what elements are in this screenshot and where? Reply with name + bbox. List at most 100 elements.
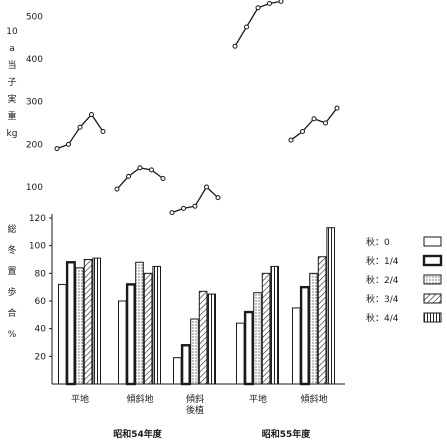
top-y-label-char: kg [7,129,18,139]
bar [317,256,327,385]
top-y-label-char: 子 [7,77,16,88]
bottom-y-label-char: 冬 [7,244,16,256]
bottom-y-tick-label: 60 [35,297,47,307]
data-point [278,0,284,4]
bar [118,300,127,385]
bar [309,272,318,385]
data-point [232,43,238,49]
top-y-axis: 100200300400500600 [26,12,43,193]
bar [92,257,102,385]
bottom-y-tick-label: 100 [29,242,46,252]
bar [173,357,182,385]
bar [58,283,67,385]
bottom-y-label-char: % [8,330,17,340]
data-point [126,173,131,179]
data-point [255,5,261,11]
top-y-label-char: a [9,44,15,54]
line-segment [290,107,338,141]
top-y-tick-label: 200 [26,140,43,150]
data-point [300,129,305,135]
bar [326,227,335,385]
top-y-label-char: 当 [7,59,16,71]
bar [261,272,271,385]
top-lines [54,0,340,216]
legend-swatch [423,274,442,285]
data-point [149,167,154,173]
legend-swatch [423,236,442,247]
data-point [100,129,106,135]
data-point [181,205,186,211]
top-y-tick-label: 100 [26,183,43,193]
data-point [288,137,294,143]
bar [152,265,161,385]
category-label: 平地 [249,393,267,405]
category-label: 後植 [186,404,204,416]
data-point [66,141,71,147]
category-label: 平地 [71,393,89,405]
data-point [89,111,94,117]
legend-label: 秋：0 [366,236,390,248]
line-segment [116,167,164,190]
data-point [323,120,328,126]
data-point [204,184,209,190]
bottom-y-label-char: 総 [7,223,16,235]
data-point [192,203,198,209]
data-point [267,1,272,7]
bar [135,261,144,385]
legend-swatch [422,254,443,267]
bar [190,318,199,385]
legend-label: 秋：2/4 [366,274,399,286]
bar [198,290,208,385]
group-label: 昭和54年度 [113,428,163,440]
legend-swatch [423,312,442,323]
bottom-y-label-char: 歩 [7,286,16,298]
bar [270,265,279,385]
data-point [334,105,340,111]
legend-label: 秋：3/4 [366,293,399,305]
top-y-label-char: 重 [7,110,16,122]
legend-label: 秋：4/4 [366,312,399,324]
bar [65,261,76,386]
bar [236,322,245,385]
legend-swatch [423,293,442,304]
bar [83,259,93,385]
data-point [244,24,249,30]
legend-label: 秋：1/4 [366,255,399,267]
group-label: 昭和55年度 [262,428,312,440]
bar [253,292,262,385]
bar [143,272,153,385]
data-point [137,165,143,171]
bottom-y-tick-label: 120 [29,214,46,224]
category-label: 傾斜地 [126,393,153,405]
bottom-y-tick-label: 20 [35,352,47,362]
data-point [311,116,317,122]
bottom-y-tick-label: 40 [35,325,47,335]
bar [292,307,301,385]
bar [207,293,216,385]
bottom-bars [58,227,335,386]
bar [75,267,84,385]
data-point [77,124,83,130]
top-y-label-char: 実 [7,93,16,105]
data-point [114,186,120,192]
top-y-tick-label: 400 [26,55,43,65]
bar [243,310,254,386]
category-label: 傾斜 [186,393,204,405]
line-segment [56,113,104,150]
bar [125,283,136,386]
line-segment [171,185,219,214]
bottom-y-label-char: 置 [7,266,16,277]
data-point [54,146,60,152]
data-point [215,195,221,201]
category-label: 傾斜地 [300,393,327,405]
top-y-label-char: 10 [6,27,18,37]
top-y-tick-label: 500 [26,12,43,22]
legend: 秋：0 秋：1/4 秋：2/4 秋：3/4 秋：4/4 [366,236,443,324]
bottom-groups: 昭和54年度 昭和55年度 [113,428,311,440]
